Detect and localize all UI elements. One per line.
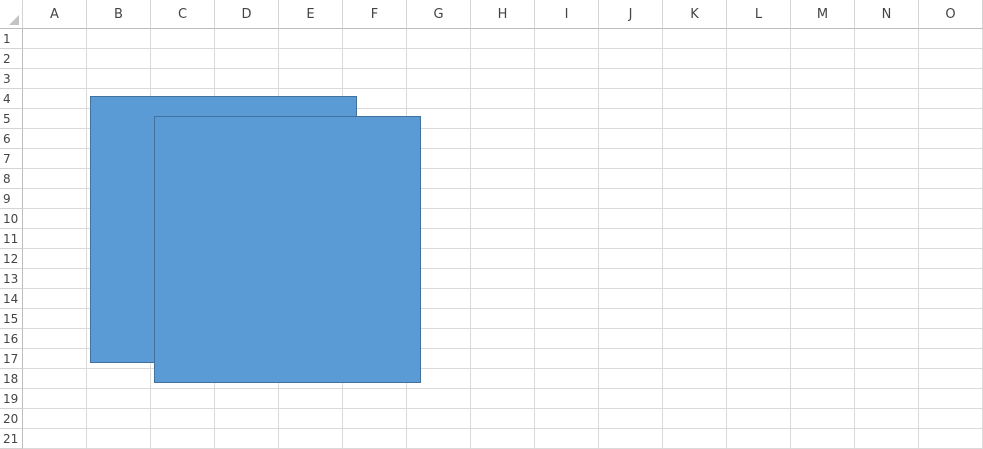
column-header-k[interactable]: K: [663, 0, 727, 29]
gridline-horizontal: [23, 228, 983, 229]
column-header-g[interactable]: G: [407, 0, 471, 29]
gridline-vertical: [662, 29, 663, 449]
column-header-e[interactable]: E: [279, 0, 343, 29]
column-header-j[interactable]: J: [599, 0, 663, 29]
column-header-o[interactable]: O: [919, 0, 983, 29]
row-header-8[interactable]: 8: [0, 169, 23, 189]
gridline-horizontal: [23, 288, 983, 289]
select-all-triangle-icon: [9, 15, 19, 25]
gridline-vertical: [598, 29, 599, 449]
gridline-vertical: [854, 29, 855, 449]
row-header-3[interactable]: 3: [0, 69, 23, 89]
column-header-m[interactable]: M: [791, 0, 855, 29]
row-header-21[interactable]: 21: [0, 429, 23, 449]
select-all-corner[interactable]: [0, 0, 23, 29]
gridline-horizontal: [23, 348, 983, 349]
row-header-5[interactable]: 5: [0, 109, 23, 129]
column-header-l[interactable]: L: [727, 0, 791, 29]
row-header-20[interactable]: 20: [0, 409, 23, 429]
row-header-6[interactable]: 6: [0, 129, 23, 149]
row-header-12[interactable]: 12: [0, 249, 23, 269]
gridline-horizontal: [23, 368, 983, 369]
row-header-1[interactable]: 1: [0, 29, 23, 49]
gridline-vertical: [86, 29, 87, 449]
gridline-vertical: [790, 29, 791, 449]
gridline-horizontal: [23, 408, 983, 409]
gridline-vertical: [918, 29, 919, 449]
gridline-horizontal: [23, 188, 983, 189]
row-header-15[interactable]: 15: [0, 309, 23, 329]
gridline-horizontal: [23, 328, 983, 329]
gridline-horizontal: [23, 128, 983, 129]
row-header-9[interactable]: 9: [0, 189, 23, 209]
column-header-i[interactable]: I: [535, 0, 599, 29]
row-header-10[interactable]: 10: [0, 209, 23, 229]
column-header-a[interactable]: A: [23, 0, 87, 29]
column-header-d[interactable]: D: [215, 0, 279, 29]
gridline-horizontal: [23, 208, 983, 209]
gridline-vertical: [534, 29, 535, 449]
gridline-horizontal: [23, 108, 983, 109]
gridline-vertical: [726, 29, 727, 449]
column-header-f[interactable]: F: [343, 0, 407, 29]
column-header-c[interactable]: C: [151, 0, 215, 29]
gridline-vertical: [470, 29, 471, 449]
row-header-13[interactable]: 13: [0, 269, 23, 289]
row-header-16[interactable]: 16: [0, 329, 23, 349]
gridline-horizontal: [23, 308, 983, 309]
row-header-18[interactable]: 18: [0, 369, 23, 389]
row-header-4[interactable]: 4: [0, 89, 23, 109]
column-header-n[interactable]: N: [855, 0, 919, 29]
gridline-horizontal: [23, 268, 983, 269]
gridline-horizontal: [23, 388, 983, 389]
row-header-17[interactable]: 17: [0, 349, 23, 369]
row-header-14[interactable]: 14: [0, 289, 23, 309]
row-header-19[interactable]: 19: [0, 389, 23, 409]
column-header-h[interactable]: H: [471, 0, 535, 29]
gridline-horizontal: [23, 168, 983, 169]
column-header-b[interactable]: B: [87, 0, 151, 29]
rectangle-2[interactable]: [154, 116, 421, 383]
row-header-7[interactable]: 7: [0, 149, 23, 169]
gridline-horizontal: [23, 88, 983, 89]
gridline-horizontal: [23, 148, 983, 149]
row-header-2[interactable]: 2: [0, 49, 23, 69]
gridline-horizontal: [23, 248, 983, 249]
gridline-horizontal: [23, 68, 983, 69]
gridline-horizontal: [23, 428, 983, 429]
row-header-11[interactable]: 11: [0, 229, 23, 249]
gridline-horizontal: [23, 48, 983, 49]
